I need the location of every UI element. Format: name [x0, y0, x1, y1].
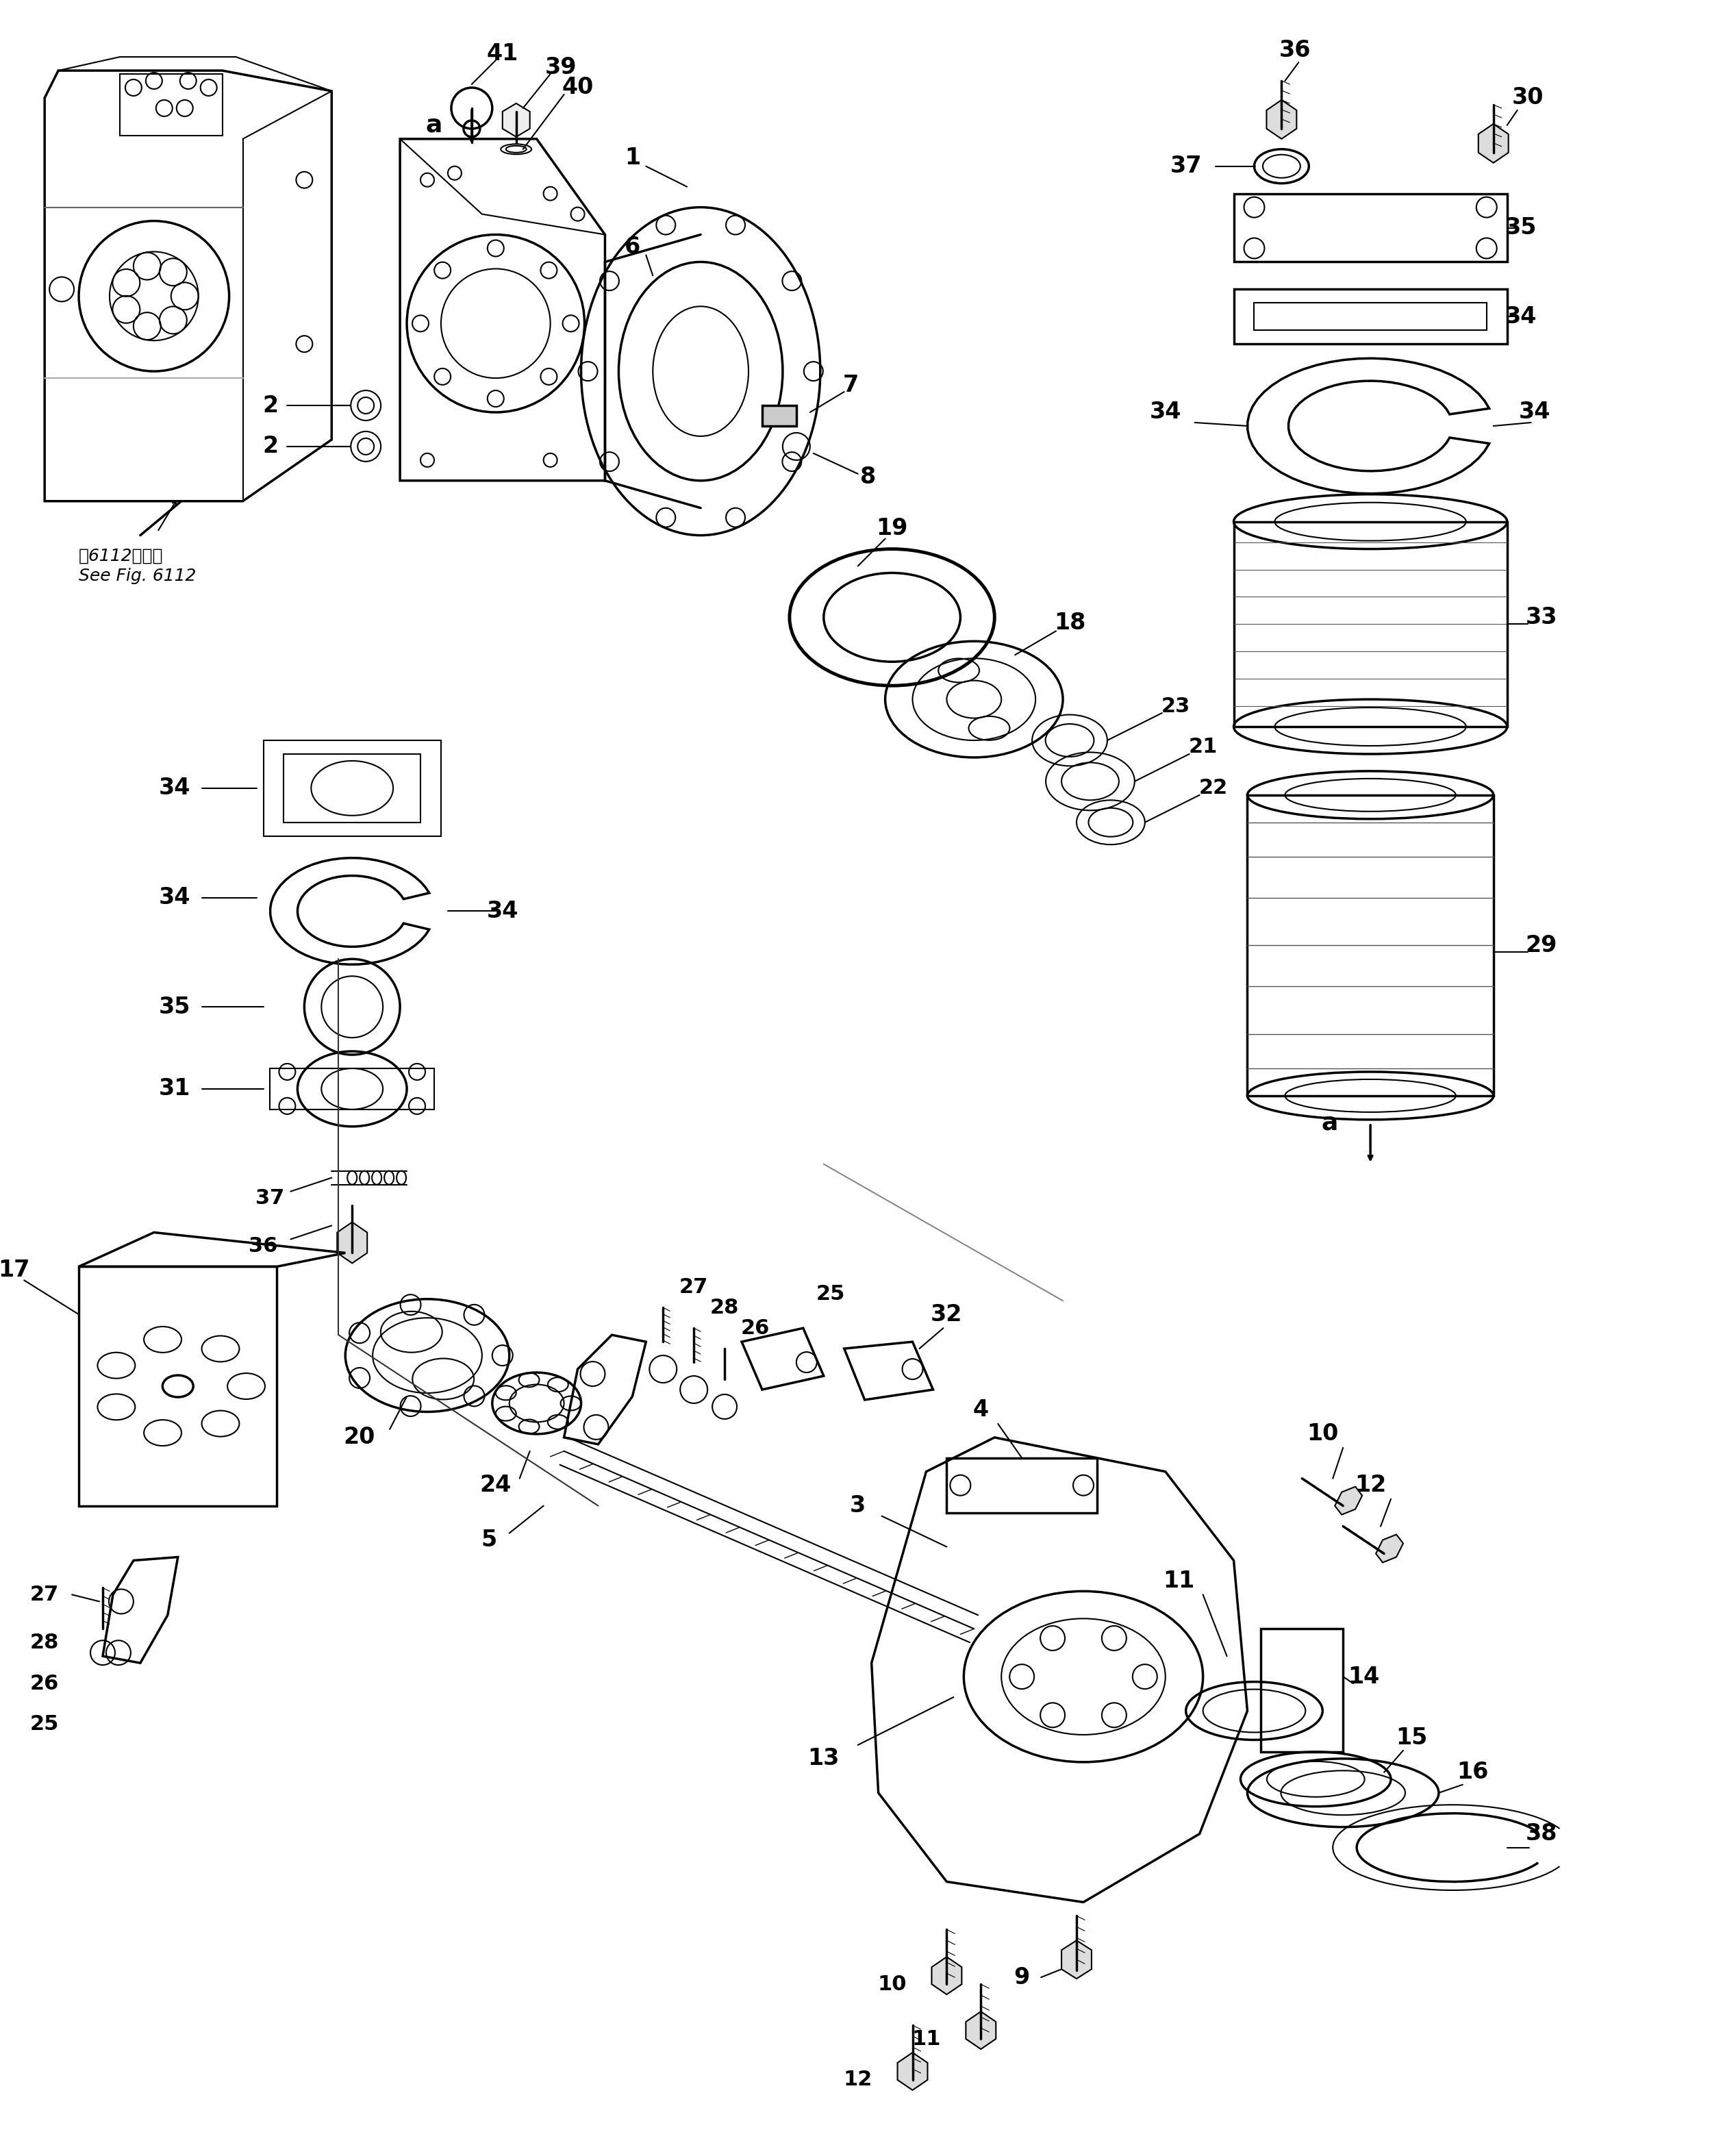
Text: 37: 37: [255, 1188, 285, 1209]
Text: 12: 12: [1354, 1473, 1387, 1497]
Text: 10: 10: [877, 1974, 906, 1993]
Text: 35: 35: [158, 996, 191, 1019]
Text: a: a: [1321, 1111, 1338, 1134]
Text: 11: 11: [911, 2030, 941, 2049]
Text: 20: 20: [344, 1426, 375, 1450]
Text: 31: 31: [158, 1077, 191, 1100]
Text: 34: 34: [486, 900, 519, 923]
Text: 28: 28: [710, 1298, 740, 1318]
Text: 13: 13: [807, 1748, 840, 1770]
Text: a: a: [425, 113, 443, 136]
Text: See Fig. 6112: See Fig. 6112: [78, 567, 196, 584]
Polygon shape: [1335, 1486, 1363, 1514]
Text: 33: 33: [1526, 605, 1557, 629]
Text: 26: 26: [30, 1674, 59, 1693]
Text: 3: 3: [851, 1495, 866, 1518]
Text: 32: 32: [930, 1303, 962, 1326]
Text: 39: 39: [545, 55, 576, 79]
Text: 2: 2: [262, 394, 278, 416]
Text: 36: 36: [248, 1237, 278, 1256]
Text: 19: 19: [877, 518, 908, 539]
Text: 16: 16: [1457, 1761, 1489, 1784]
Text: 34: 34: [1519, 401, 1550, 424]
Polygon shape: [502, 102, 529, 136]
Text: 25: 25: [30, 1714, 59, 1735]
Text: 第6112図参照: 第6112図参照: [78, 548, 163, 565]
Polygon shape: [898, 2053, 927, 2089]
Text: 37: 37: [1170, 156, 1201, 177]
Text: 36: 36: [1279, 38, 1311, 62]
Text: 5: 5: [481, 1529, 496, 1552]
Polygon shape: [762, 405, 797, 426]
Text: 34: 34: [158, 887, 191, 908]
Text: 11: 11: [1163, 1569, 1194, 1593]
Polygon shape: [965, 2010, 996, 2049]
Text: 40: 40: [562, 77, 594, 98]
Polygon shape: [1267, 100, 1297, 139]
Text: 41: 41: [486, 43, 519, 64]
Text: 14: 14: [1347, 1665, 1380, 1689]
Text: 7: 7: [844, 373, 859, 397]
Text: 22: 22: [1200, 778, 1227, 797]
Text: 27: 27: [679, 1277, 708, 1296]
Text: 6: 6: [625, 237, 641, 258]
Text: 24: 24: [479, 1473, 512, 1497]
Text: 26: 26: [741, 1318, 769, 1339]
Text: 38: 38: [1526, 1823, 1557, 1844]
Text: 15: 15: [1396, 1727, 1427, 1750]
Text: 30: 30: [1512, 87, 1543, 109]
Text: 27: 27: [30, 1584, 59, 1605]
Text: 17: 17: [0, 1258, 30, 1281]
Text: 18: 18: [1054, 612, 1085, 633]
Text: 21: 21: [1189, 738, 1217, 757]
Text: 9: 9: [1014, 1966, 1029, 1989]
Text: 8: 8: [859, 467, 877, 488]
Text: 34: 34: [1149, 401, 1180, 424]
Polygon shape: [1479, 124, 1509, 162]
Text: 34: 34: [158, 776, 191, 800]
Polygon shape: [932, 1957, 962, 1993]
Text: 12: 12: [844, 2070, 873, 2089]
Text: 4: 4: [972, 1399, 990, 1422]
Text: 10: 10: [1307, 1422, 1338, 1445]
Text: 34: 34: [1505, 305, 1536, 328]
Polygon shape: [1061, 1940, 1092, 1978]
Polygon shape: [1377, 1535, 1403, 1563]
Text: 23: 23: [1161, 697, 1191, 716]
Text: 1: 1: [625, 147, 641, 168]
Text: 25: 25: [816, 1283, 845, 1305]
Text: 2: 2: [262, 435, 278, 458]
Polygon shape: [337, 1222, 368, 1262]
Text: 28: 28: [30, 1633, 59, 1652]
Text: 35: 35: [1505, 217, 1536, 239]
Text: 29: 29: [1526, 934, 1557, 957]
